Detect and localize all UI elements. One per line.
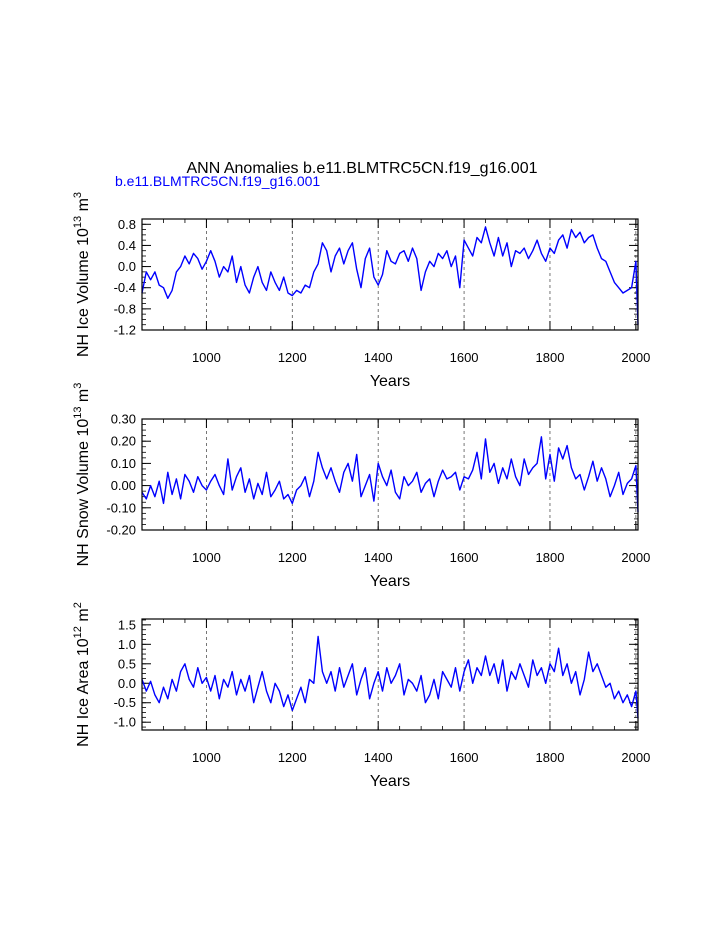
x-tick-label: 2000	[621, 550, 650, 565]
x-tick-label: 1200	[278, 350, 307, 365]
chart-panel-3: 1000 1200 1400 1600 1800 2000 1.5 1.0 0.5 0.0 -0.5…	[72, 602, 650, 790]
x-tick-label: 1200	[278, 550, 307, 565]
y-tick-label: 0.00	[111, 478, 136, 493]
y-tick-label: -0.8	[114, 301, 136, 316]
y-tick-label: 0.8	[118, 217, 136, 232]
y-tick-label: -0.20	[106, 523, 136, 538]
y-tick-label: 0.0	[118, 259, 136, 274]
legend-label: b.e11.BLMTRC5CN.f19_g16.001	[115, 173, 320, 189]
y-tick-label: 0.10	[111, 456, 136, 471]
y-tick-label: -1.0	[114, 715, 136, 730]
data-series-line	[141, 635, 639, 719]
y-axis-label: NH Snow Volume 1013 m3	[72, 383, 92, 567]
x-tick-label: 1800	[536, 350, 565, 365]
chart-panel-2: 1000 1200 1400 1600 1800 2000 0.30 0.20 0.10 0.00…	[72, 383, 650, 590]
y-tick-label: 0.30	[111, 412, 136, 427]
plot-frame	[141, 218, 639, 331]
y-tick-label: -0.4	[114, 280, 136, 295]
y-tick-label: 1.0	[118, 637, 136, 652]
x-tick-label: 2000	[621, 350, 650, 365]
y-axis-label-base: NH Ice Area 10	[75, 638, 92, 747]
y-tick-label: 0.20	[111, 434, 136, 449]
y-axis-label-mid: m	[75, 198, 92, 216]
y-axis-label-exp1: 13	[72, 407, 84, 419]
x-tick-label: 1600	[450, 550, 479, 565]
x-tick-label: 1600	[450, 350, 479, 365]
y-tick-label: 0.5	[118, 656, 136, 671]
x-tick-label: 1000	[192, 350, 221, 365]
x-tick-label: 2000	[621, 750, 650, 765]
y-tick-label: -0.10	[106, 500, 136, 515]
data-series-line	[141, 226, 639, 325]
y-axis-label-base: NH Ice Volume 10	[75, 228, 92, 357]
plot-frame	[141, 618, 639, 731]
y-tick-label: -0.5	[114, 695, 136, 710]
y-tick-label: 0.4	[118, 238, 136, 253]
y-axis-label-exp1: 12	[72, 626, 84, 638]
x-tick-label: 1800	[536, 550, 565, 565]
x-axis-label: Years	[370, 373, 410, 390]
x-tick-label: 1400	[364, 550, 393, 565]
y-tick-label: -1.2	[114, 323, 136, 338]
chart-panel-1: 1000 1200 1400 1600 1800 2000 0.8 0.4 0.0 -0.4 -0.…	[72, 192, 650, 390]
x-tick-label: 1800	[536, 750, 565, 765]
plot-frame	[141, 418, 639, 531]
y-axis-label-base: NH Snow Volume 10	[75, 419, 92, 567]
chart-title: ANN Anomalies b.e11.BLMTRC5CN.f19_g16.00…	[187, 160, 538, 177]
panels: 1000 1200 1400 1600 1800 2000 0.8 0.4 0.0 -0.4 -0.…	[72, 192, 650, 790]
y-axis-label-exp2: 3	[72, 383, 84, 389]
y-axis-label-exp2: 3	[72, 192, 84, 198]
y-axis-label-mid: m	[75, 608, 92, 626]
x-tick-label: 1400	[364, 350, 393, 365]
x-axis-label: Years	[370, 773, 410, 790]
y-axis-label-exp2: 2	[72, 602, 84, 608]
x-tick-label: 1200	[278, 750, 307, 765]
data-series-line	[141, 436, 639, 513]
y-axis-label: NH Ice Area 1012 m2	[72, 602, 92, 747]
y-axis-label-exp1: 13	[72, 216, 84, 228]
x-tick-label: 1400	[364, 750, 393, 765]
x-tick-label: 1000	[192, 550, 221, 565]
y-tick-label: 0.0	[118, 676, 136, 691]
y-axis-label: NH Ice Volume 1013 m3	[72, 192, 92, 357]
x-tick-label: 1000	[192, 750, 221, 765]
y-axis-label-mid: m	[75, 389, 92, 407]
y-tick-label: 1.5	[118, 617, 136, 632]
x-tick-label: 1600	[450, 750, 479, 765]
x-axis-label: Years	[370, 573, 410, 590]
